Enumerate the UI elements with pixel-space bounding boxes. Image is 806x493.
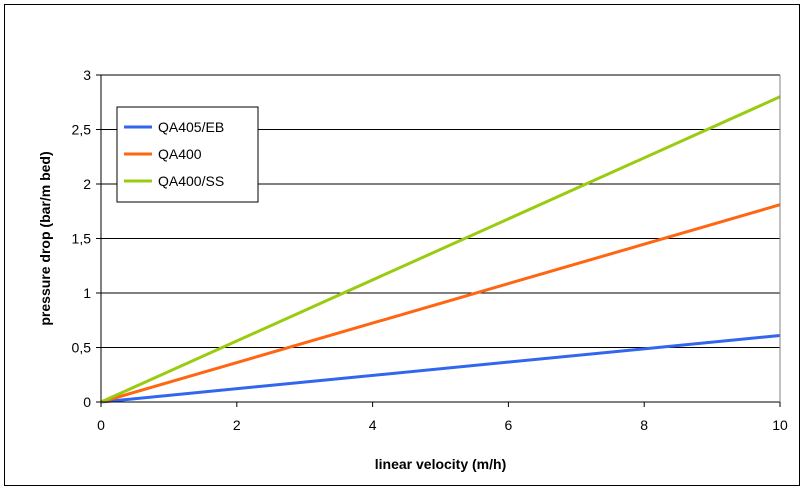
x-axis-title: linear velocity (m/h) [375, 456, 506, 472]
y-tick-label: 3 [83, 67, 91, 83]
y-tick-label: 1 [83, 285, 91, 301]
y-tick-label: 1,5 [72, 231, 92, 247]
x-tick-label: 4 [369, 417, 377, 433]
y-tick-label: 0,5 [72, 340, 92, 356]
legend-item: QA400 [124, 146, 202, 162]
tick-labels: 0 0,5 1 1,5 2 2,5 3 0 2 4 6 8 10 [72, 67, 788, 433]
legend: QA405/EB QA400 QA400/SS [116, 106, 259, 203]
legend-label: QA405/EB [158, 119, 224, 135]
series-line-1 [100, 203, 781, 404]
y-tick-label: 2 [83, 176, 91, 192]
y-axis-title: pressure drop (bar/m bed) [37, 151, 53, 325]
legend-label: QA400 [158, 146, 202, 162]
series-lines [100, 95, 781, 404]
x-tick-label: 0 [97, 417, 105, 433]
legend-item: QA400/SS [124, 173, 224, 189]
x-tick-label: 6 [505, 417, 513, 433]
x-tick-label: 2 [233, 417, 241, 433]
legend-item: QA405/EB [124, 119, 224, 135]
x-tick-label: 8 [640, 417, 648, 433]
series-line-2 [100, 95, 781, 404]
chart-frame [4, 4, 800, 486]
series-line-0 [100, 334, 781, 404]
legend-label: QA400/SS [158, 173, 224, 189]
y-tick-label: 0 [83, 394, 91, 410]
x-tick-label: 10 [772, 417, 788, 433]
axes [96, 74, 781, 407]
y-tick-label: 2,5 [72, 122, 92, 138]
